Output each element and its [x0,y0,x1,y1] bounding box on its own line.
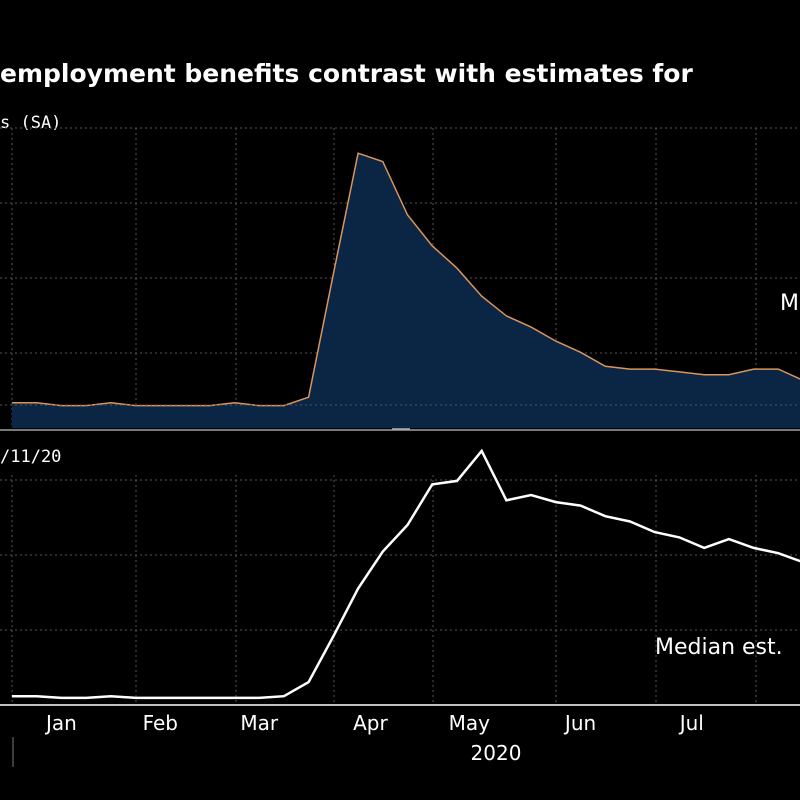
chart-title: employment benefits contrast with estima… [0,59,693,88]
x-axis-year-label: 2020 [471,741,522,765]
x-tick-label: Apr [353,711,388,735]
x-tick-label: Jun [563,711,596,735]
x-axis-ticks: Jan Feb Mar Apr May Jun Jul [44,711,704,735]
x-tick-label: Jul [678,711,704,735]
bottom-panel-subtitle: /11/20 [0,447,61,467]
x-tick-label: Mar [240,711,279,735]
x-tick-label: May [449,711,491,735]
top-line-series [12,152,800,407]
bottom-annotation: Median est. [655,635,783,660]
bottom-gridlines [0,404,800,705]
top-annotation: Me [780,291,800,316]
top-area-series [12,153,800,428]
x-tick-label: Jan [44,711,77,735]
bottom-line-series [12,448,800,700]
x-tick-label: Feb [143,711,178,735]
top-panel-subtitle: s (SA) [0,113,61,133]
